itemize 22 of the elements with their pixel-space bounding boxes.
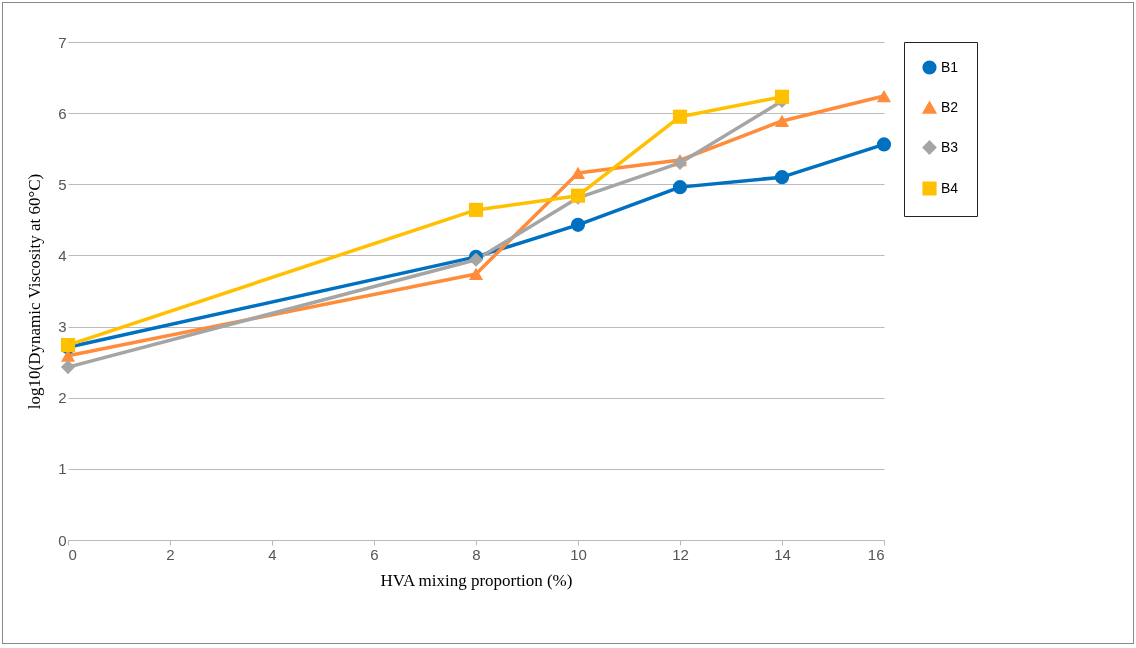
- legend-label: B3: [941, 138, 959, 155]
- y-tick-label: 1: [58, 460, 67, 478]
- y-tick-label: 2: [58, 389, 67, 407]
- y-tick-label: 3: [58, 318, 67, 336]
- y-tick-label: 4: [58, 246, 67, 264]
- x-tick-label: 16: [867, 545, 885, 563]
- y-tick-label: 7: [58, 33, 67, 51]
- x-tick-label: 10: [570, 545, 587, 563]
- y-tick-label: 0: [58, 531, 67, 549]
- x-tick-label: 14: [774, 545, 791, 563]
- x-tick-label: 8: [472, 545, 481, 563]
- x-tick-label: 12: [672, 545, 689, 563]
- x-tick-label: 2: [166, 545, 175, 563]
- y-axis-title: log10(Dynamic Viscosity at 60°C): [25, 173, 45, 410]
- legend-label: B1: [941, 58, 959, 75]
- y-tick-label: 6: [58, 104, 67, 122]
- legend-label: B4: [941, 179, 959, 196]
- legend-label: B2: [941, 98, 959, 115]
- y-tick-label: 5: [58, 175, 67, 193]
- x-axis-title: HVA mixing proportion (%): [380, 570, 573, 590]
- x-tick-label: 6: [370, 545, 379, 563]
- x-tick-label: 4: [268, 545, 277, 563]
